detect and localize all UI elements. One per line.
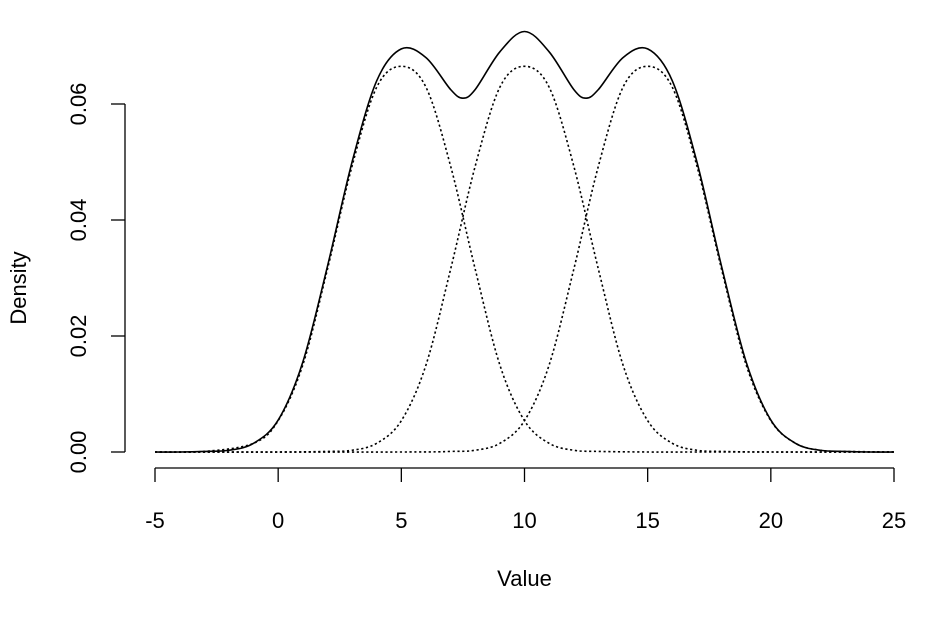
x-tick-label: -5 xyxy=(145,508,165,533)
x-tick-label: 10 xyxy=(512,508,536,533)
component-density-curve-2 xyxy=(154,65,895,453)
component-density-curve-1 xyxy=(154,65,894,454)
y-tick-label: 0.06 xyxy=(66,83,91,126)
curves-layer xyxy=(154,30,895,454)
y-axis: 0.00 0.02 0.04 0.06 xyxy=(66,83,126,474)
x-axis: -5 0 5 10 15 20 25 xyxy=(145,467,906,533)
y-axis-title: Density xyxy=(6,251,31,324)
y-tick-label: 0.04 xyxy=(66,199,91,242)
y-tick-label: 0.02 xyxy=(66,315,91,358)
x-tick-label: 25 xyxy=(882,508,906,533)
x-tick-label: 5 xyxy=(395,508,407,533)
x-tick-label: 20 xyxy=(759,508,783,533)
mixture-density-curve xyxy=(154,30,895,453)
x-tick-label: 0 xyxy=(272,508,284,533)
component-density-curve-3 xyxy=(154,65,895,453)
y-tick-label: 0.00 xyxy=(66,431,91,474)
x-axis-title: Value xyxy=(497,566,552,591)
x-tick-label: 15 xyxy=(635,508,659,533)
